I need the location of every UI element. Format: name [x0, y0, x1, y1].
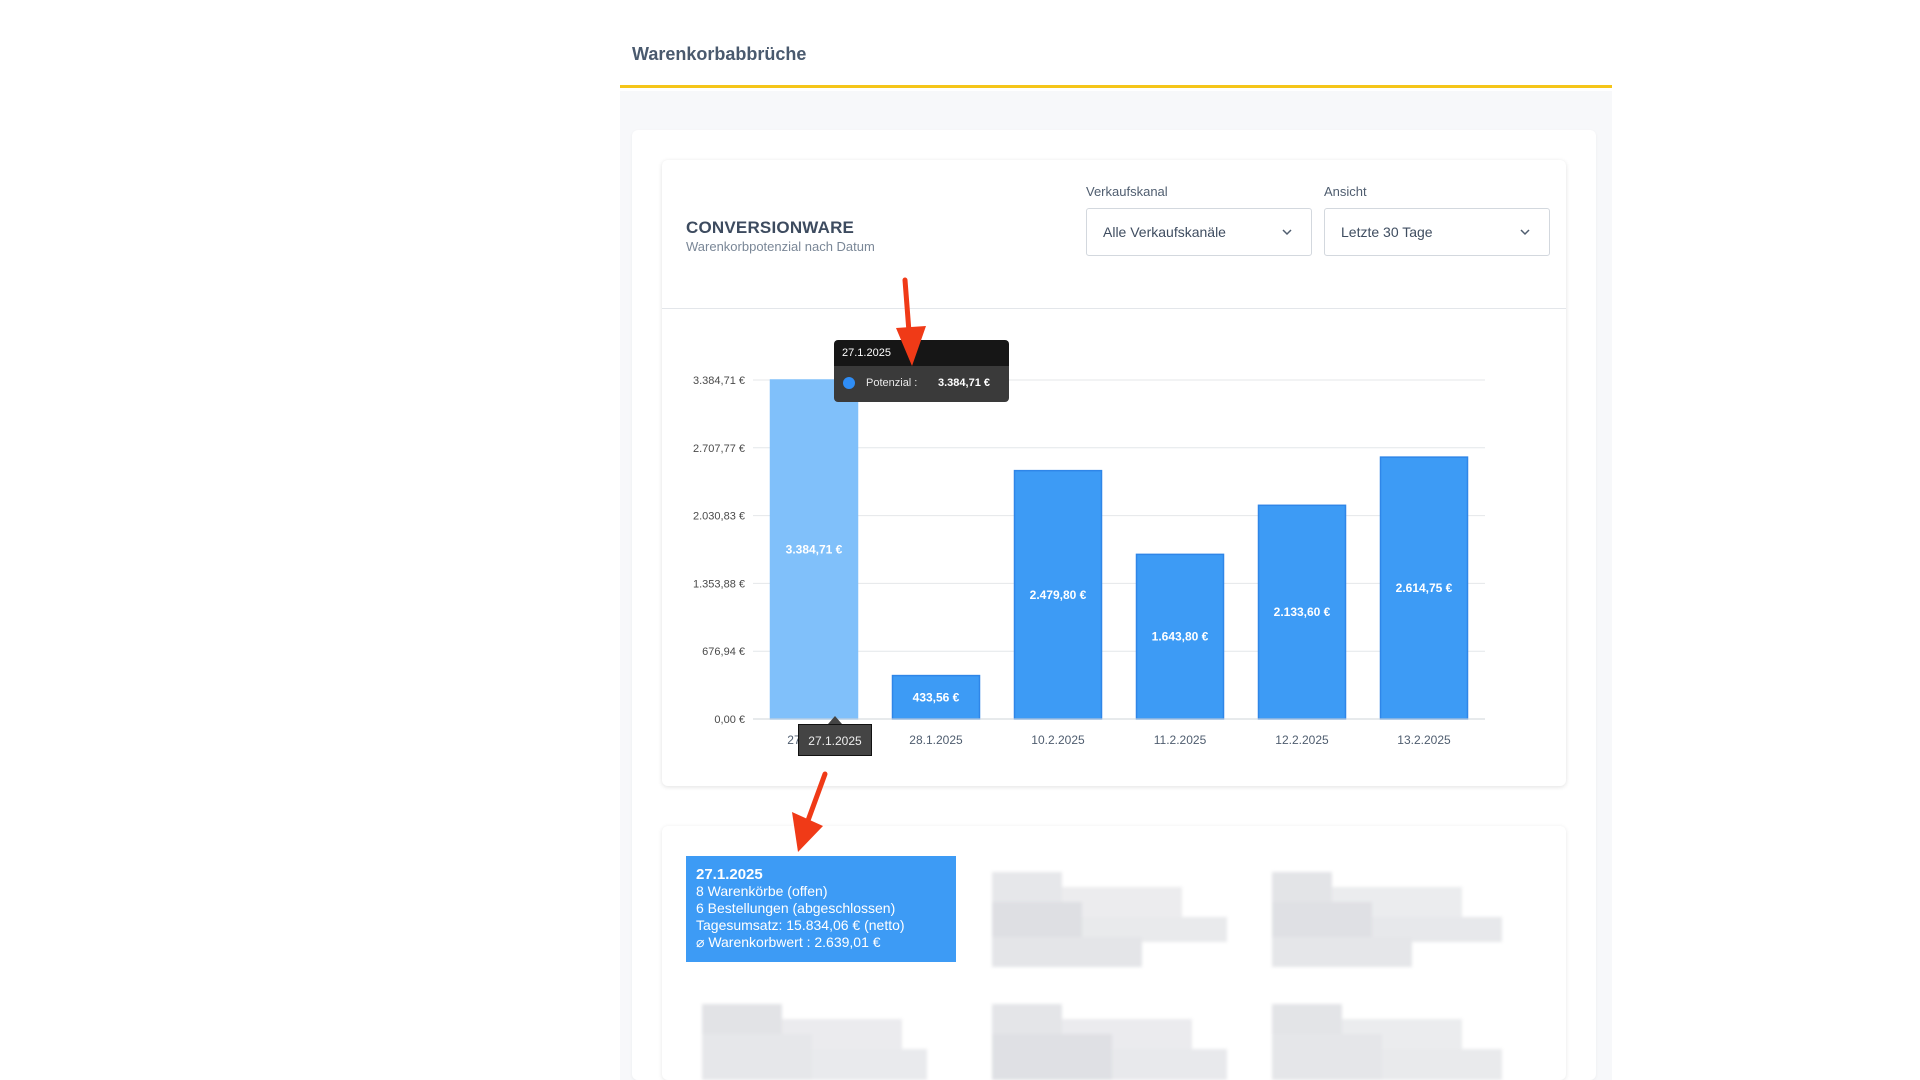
- chart-subtitle: Warenkorbpotenzial nach Datum: [686, 239, 875, 254]
- view-select[interactable]: Letzte 30 Tage: [1324, 208, 1550, 256]
- channel-select-value: Alle Verkaufskanäle: [1103, 224, 1226, 240]
- day-card-line: Tagesumsatz: 15.834,06 € (netto): [696, 917, 905, 933]
- bar[interactable]: [769, 379, 859, 720]
- day-card-line: 8 Warenkörbe (offen): [696, 883, 828, 899]
- bar-value-label: 2.614,75 €: [1396, 581, 1453, 595]
- day-card-date: 27.1.2025: [696, 866, 763, 883]
- day-cards-area: 27.1.2025 8 Warenkörbe (offen) 6 Bestell…: [662, 826, 1566, 1080]
- page-header: Warenkorbabbrüche: [620, 0, 1612, 88]
- x-tick-label: 13.2.2025: [1397, 733, 1451, 747]
- bar[interactable]: [891, 674, 981, 720]
- pixelated-card: [1272, 872, 1507, 972]
- tooltip-series-label: Potenzial :: [866, 377, 918, 389]
- chart-card: CONVERSIONWARE Warenkorbpotenzial nach D…: [662, 160, 1566, 786]
- bar[interactable]: [1013, 469, 1103, 720]
- page-title: Warenkorbabbrüche: [632, 44, 807, 64]
- x-tick-label: 12.2.2025: [1275, 733, 1329, 747]
- bar[interactable]: [1135, 553, 1225, 720]
- pixelated-card: [992, 872, 1227, 972]
- pixelated-card: [992, 1004, 1227, 1080]
- y-tick-label: 3.384,71 €: [693, 375, 745, 387]
- axis-tooltip-pointer: [828, 716, 842, 724]
- bar[interactable]: [1257, 504, 1347, 720]
- pixelated-card: [1272, 1004, 1507, 1080]
- chevron-down-icon: [1519, 225, 1531, 243]
- tooltip-value: 3.384,71 €: [938, 377, 990, 389]
- channel-select[interactable]: Alle Verkaufskanäle: [1086, 208, 1312, 256]
- x-tick-label: 28.1.2025: [909, 733, 963, 747]
- axis-tooltip: 27.1.2025: [798, 724, 872, 756]
- y-tick-label: 676,94 €: [702, 646, 745, 658]
- chart-tooltip: 27.1.2025 Potenzial : 3.384,71 €: [834, 340, 1009, 402]
- bar-chart: 0,00 € 676,94 € 1.353,88 € 2.030,83 € 2.707,…: [693, 375, 1485, 747]
- day-card-line: ⌀ Warenkorbwert : 2.639,01 €: [696, 934, 881, 950]
- series-dot-icon: [843, 377, 855, 389]
- view-label: Ansicht: [1324, 184, 1367, 199]
- bar-value-label: 1.643,80 €: [1152, 630, 1209, 644]
- chevron-down-icon: [1281, 225, 1293, 243]
- day-card-line: 6 Bestellungen (abgeschlossen): [696, 900, 896, 916]
- bar-value-label: 2.133,60 €: [1274, 605, 1331, 619]
- chart-card-header: CONVERSIONWARE Warenkorbpotenzial nach D…: [662, 160, 1566, 309]
- y-tick-label: 1.353,88 €: [693, 578, 745, 590]
- channel-label: Verkaufskanal: [1086, 184, 1168, 199]
- bar-value-label: 433,56 €: [913, 690, 960, 704]
- view-select-value: Letzte 30 Tage: [1341, 224, 1433, 240]
- y-tick-label: 0,00 €: [714, 714, 745, 726]
- y-tick-label: 2.707,77 €: [693, 443, 745, 455]
- bar-value-label: 3.384,71 €: [786, 543, 843, 557]
- x-tick-label: 10.2.2025: [1031, 733, 1085, 747]
- day-card-highlighted[interactable]: 27.1.2025 8 Warenkörbe (offen) 6 Bestell…: [686, 856, 956, 962]
- tooltip-date: 27.1.2025: [834, 340, 1009, 366]
- bar[interactable]: [1379, 456, 1469, 720]
- y-tick-label: 2.030,83 €: [693, 511, 745, 523]
- bar-value-label: 2.479,80 €: [1030, 588, 1087, 602]
- chart-title: CONVERSIONWARE: [686, 218, 855, 237]
- x-tick-label: 11.2.2025: [1154, 733, 1207, 747]
- pixelated-card: [702, 1004, 937, 1080]
